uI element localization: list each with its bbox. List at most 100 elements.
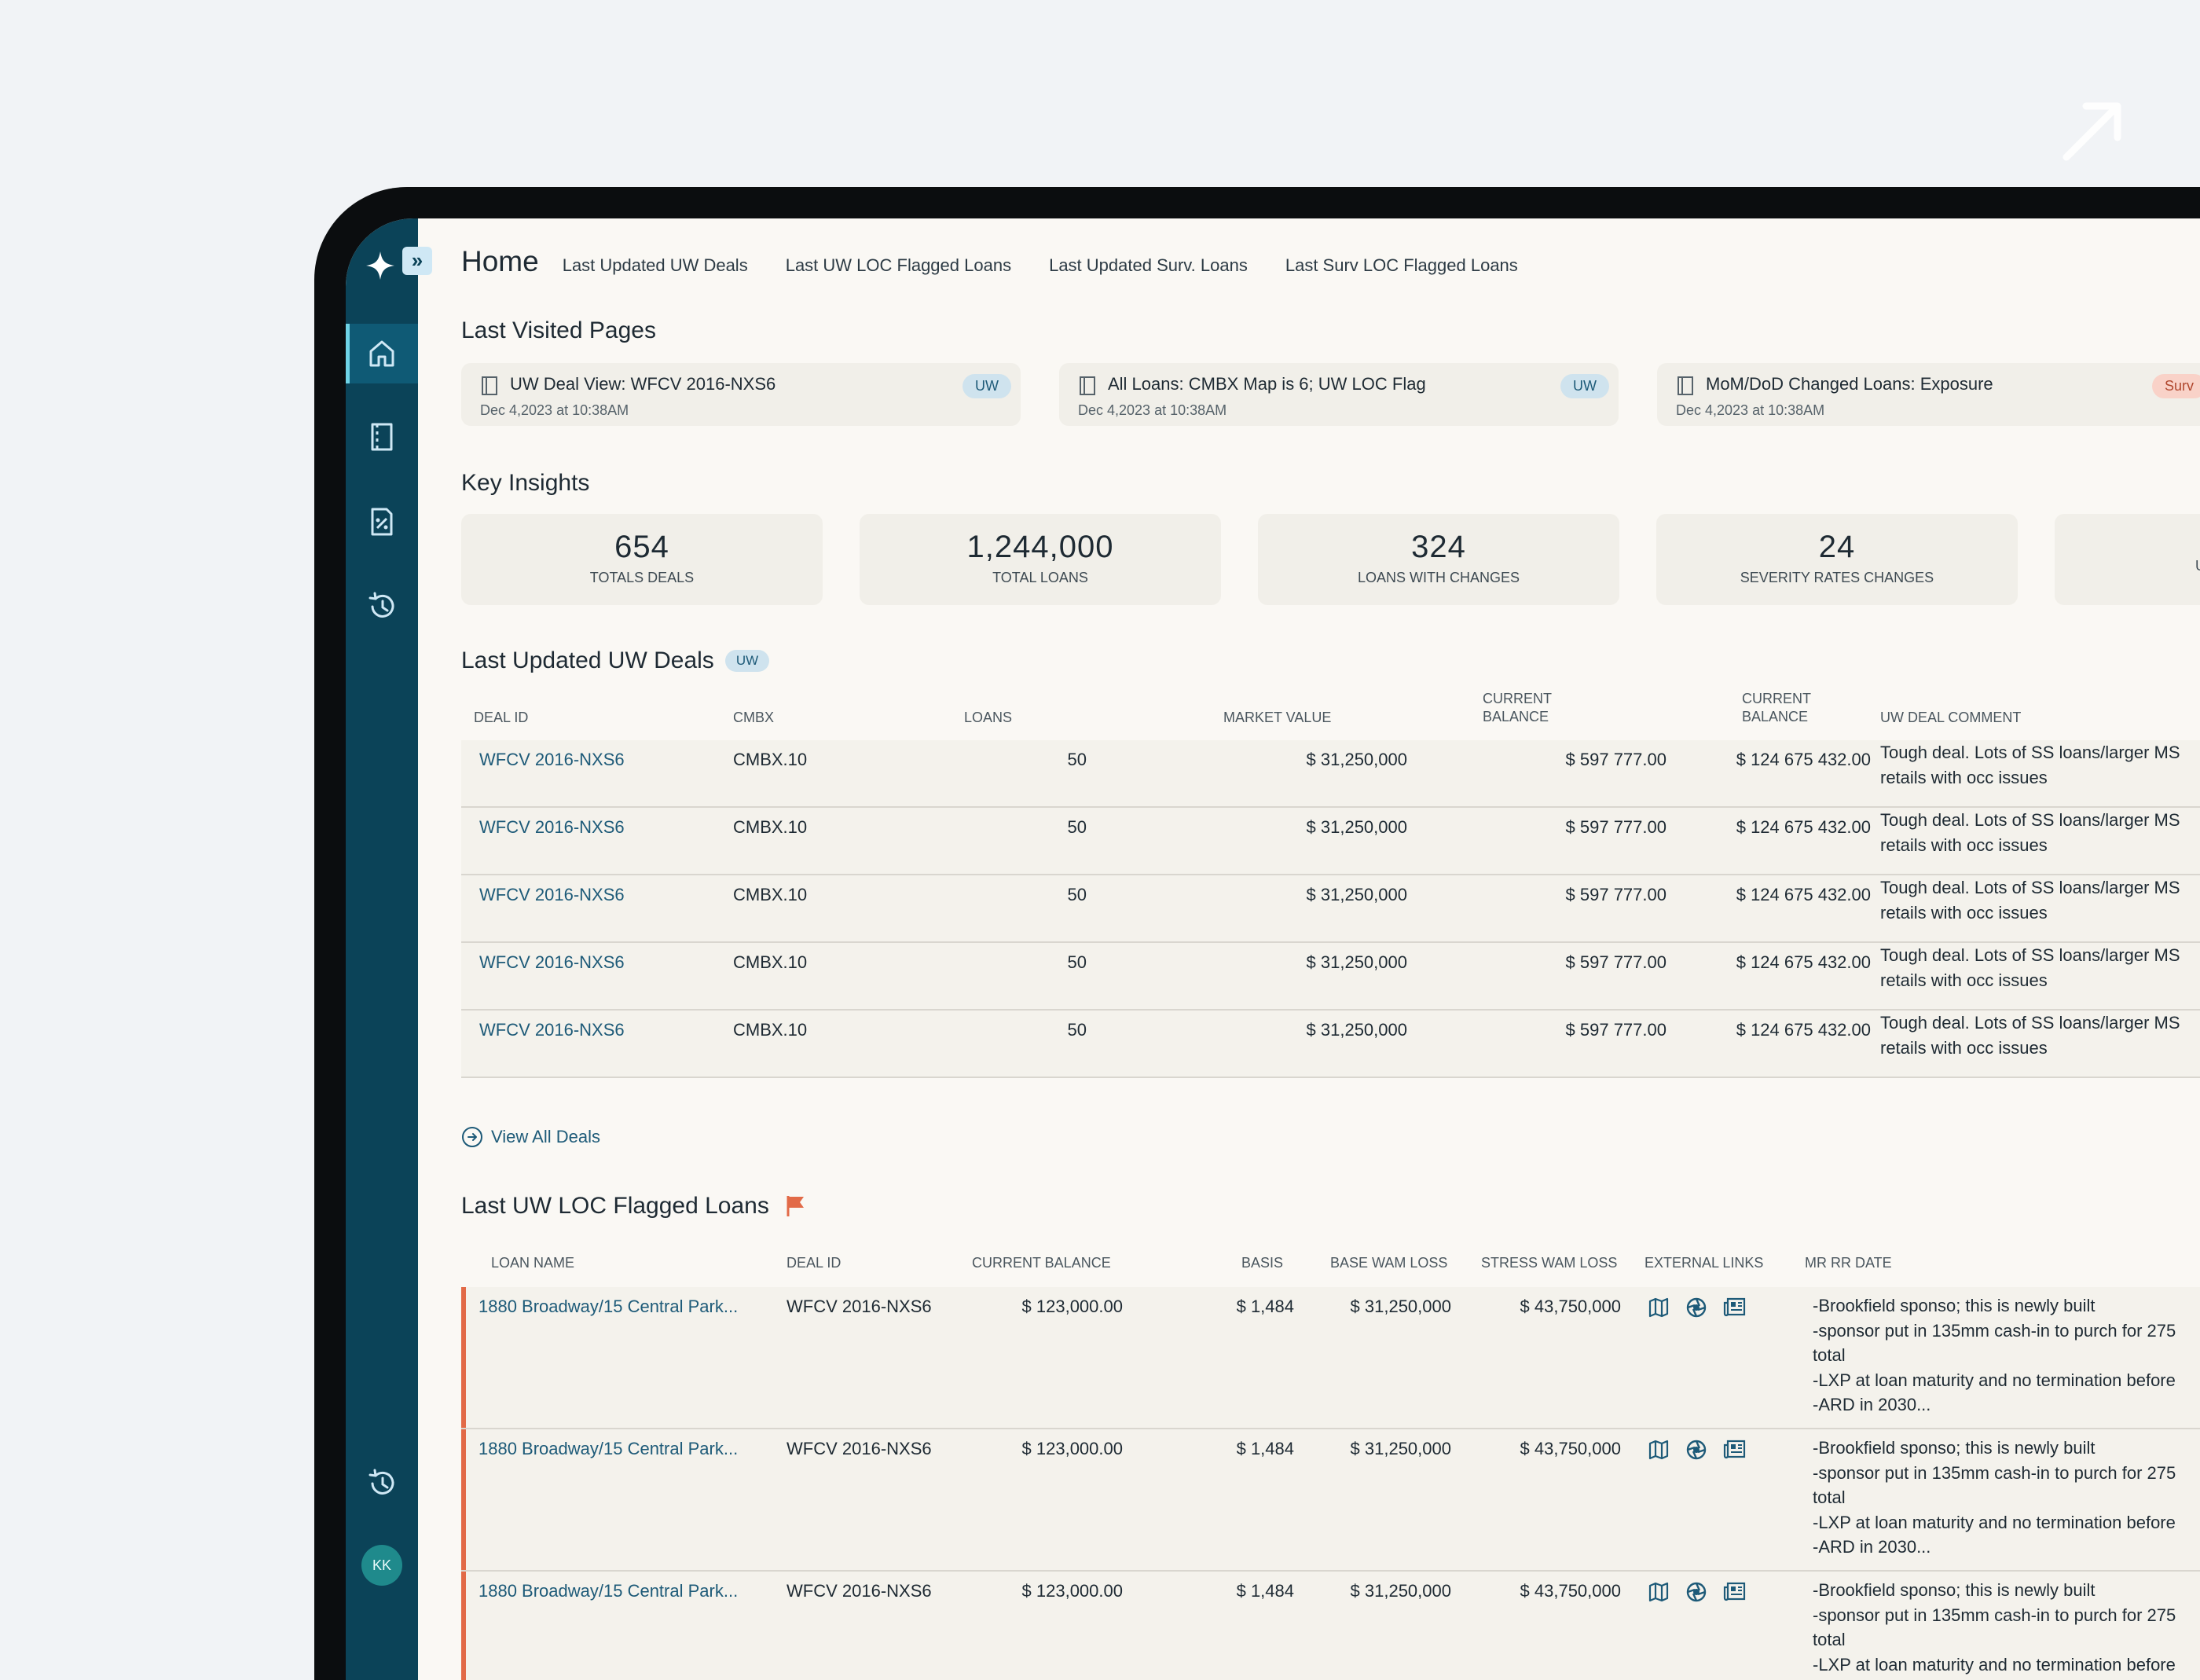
column-header-market-value[interactable]: MARKET VALUE [1223, 710, 1332, 725]
aperture-icon[interactable] [1685, 1297, 1707, 1322]
map-icon[interactable] [1648, 1297, 1670, 1322]
flagged-loan-row[interactable]: 1880 Broadway/15 Central Park... WFCV 201… [461, 1429, 2200, 1572]
insight-card: 24 SEVERITY RATES CHANGES [1656, 514, 2018, 605]
document-icon [371, 423, 393, 451]
news-icon[interactable] [1723, 1297, 1747, 1322]
column-header-deal-id[interactable]: DEAL ID [474, 710, 529, 725]
aperture-icon[interactable] [1685, 1439, 1707, 1465]
visited-page-card[interactable]: MoM/DoD Changed Loans: Exposure Dec 4,20… [1657, 363, 2200, 426]
column-header-loan-name[interactable]: LOAN NAME [491, 1255, 575, 1271]
visited-page-card[interactable]: UW Deal View: WFCV 2016-NXS6 Dec 4,2023 … [461, 363, 1021, 426]
comment-line: retails with occ issues [1880, 903, 2048, 923]
comment-line: Tough deal. Lots of SS loans/larger MS [1880, 1013, 2180, 1033]
app-screen: » [346, 218, 2200, 1680]
column-header-uw-deal-comment[interactable]: UW DEAL COMMENT [1880, 710, 2022, 725]
flagged-loan-row[interactable]: 1880 Broadway/15 Central Park... WFCV 201… [461, 1287, 2200, 1429]
external-links [1648, 1297, 1747, 1322]
deal-id-link[interactable]: WFCV 2016-NXS6 [479, 750, 625, 769]
news-icon[interactable] [1723, 1581, 1747, 1607]
market-value-cell: $ 31,250,000 [1306, 817, 1407, 837]
loan-name-link[interactable]: 1880 Broadway/15 Central Park... [478, 1439, 739, 1458]
table-row[interactable]: WFCV 2016-NXS6 CMBX.10 50 $ 31,250,000 $ 597… [461, 1011, 2200, 1078]
column-header-stress-wam-loss[interactable]: STRESS WAM LOSS [1481, 1255, 1618, 1271]
mr-rr-notes: -Brookfield sponso; this is newly built -… [1813, 1436, 2176, 1560]
tab-last-surv-loc-flagged-loans[interactable]: Last Surv LOC Flagged Loans [1285, 255, 1518, 275]
deal-id-link[interactable]: WFCV 2016-NXS6 [479, 885, 625, 904]
main-content: Home Last Updated UW Deals Last UW LOC F… [461, 218, 2200, 1680]
current-balance-cell: $ 597 777.00 [1565, 1020, 1666, 1040]
expand-sidebar-button[interactable]: » [402, 247, 432, 275]
note-line: -ARD in 2030... [1813, 1537, 1931, 1557]
column-header-current-balance[interactable]: CURRENT BALANCE [1483, 691, 1552, 724]
note-line: -sponsor put in 135mm cash-in to purch f… [1813, 1462, 2176, 1483]
column-header-mr-rr-date[interactable]: MR RR DATE [1805, 1255, 1892, 1271]
tab-last-uw-loc-flagged-loans[interactable]: Last UW LOC Flagged Loans [785, 255, 1012, 275]
sidebar-item-documents[interactable] [346, 407, 418, 467]
tab-last-updated-surv-loans[interactable]: Last Updated Surv. Loans [1049, 255, 1248, 275]
cmbx-cell: CMBX.10 [733, 817, 808, 837]
flag-icon [786, 1196, 804, 1216]
sidebar-item-home[interactable] [346, 324, 418, 383]
map-icon[interactable] [1648, 1439, 1670, 1465]
flagged-loan-row[interactable]: 1880 Broadway/15 Central Park... WFCV 201… [461, 1572, 2200, 1680]
cmbx-cell: CMBX.10 [733, 1020, 808, 1040]
column-header-basis[interactable]: BASIS [1241, 1255, 1284, 1271]
user-avatar[interactable]: KK [361, 1545, 402, 1586]
column-header-cmbx[interactable]: CMBX [733, 710, 775, 725]
table-row[interactable]: WFCV 2016-NXS6 CMBX.10 50 $ 31,250,000 $ 597… [461, 740, 2200, 808]
table-row[interactable]: WFCV 2016-NXS6 CMBX.10 50 $ 31,250,000 $ 597… [461, 808, 2200, 875]
comment-line: retails with occ issues [1880, 768, 2048, 787]
visited-page-title: UW Deal View: WFCV 2016-NXS6 [510, 374, 776, 394]
comment-line: Tough deal. Lots of SS loans/larger MS [1880, 810, 2180, 830]
map-icon[interactable] [1648, 1581, 1670, 1607]
column-header-current-balance-2[interactable]: CURRENT BALANCE [1742, 691, 1811, 724]
table-row[interactable]: WFCV 2016-NXS6 CMBX.10 50 $ 31,250,000 $ 597… [461, 943, 2200, 1011]
note-line: -LXP at loan maturity and no termination… [1813, 1654, 2176, 1674]
uw-deal-comment: Tough deal. Lots of SS loans/larger MS re… [1880, 808, 2180, 858]
stress-wam-loss-cell: $ 43,750,000 [1520, 1439, 1621, 1458]
history-icon [368, 1469, 394, 1495]
column-header-deal-id[interactable]: DEAL ID [786, 1255, 842, 1271]
column-header-current-balance[interactable]: CURRENT BALANCE [972, 1255, 1111, 1271]
view-all-deals-link[interactable]: View All Deals [461, 1126, 600, 1148]
sidebar-item-recent[interactable] [346, 1454, 418, 1513]
visited-page-title: MoM/DoD Changed Loans: Exposure [1706, 374, 1993, 394]
insight-value: 1,244,000 [966, 530, 1114, 564]
note-line: total [1813, 1630, 1846, 1649]
deal-id-link[interactable]: WFCV 2016-NXS6 [479, 817, 625, 837]
column-header-external-links[interactable]: EXTERNAL LINKS [1644, 1255, 1764, 1271]
column-header-loans[interactable]: LOANS [964, 710, 1013, 725]
loans-cell: 50 [1067, 885, 1087, 904]
deal-id-link[interactable]: WFCV 2016-NXS6 [479, 1020, 625, 1040]
note-line: -ARD in 2030... [1813, 1395, 1931, 1414]
view-all-deals-label: View All Deals [491, 1127, 600, 1146]
uw-badge: UW [724, 650, 770, 672]
flag-indicator [461, 1429, 466, 1570]
insight-label: SEVERITY RATES CHANGES [1740, 570, 1934, 585]
uw-deal-comment: Tough deal. Lots of SS loans/larger MS re… [1880, 1011, 2180, 1061]
note-line: -sponsor put in 135mm cash-in to purch f… [1813, 1320, 2176, 1341]
history-icon [368, 592, 394, 618]
market-value-cell: $ 31,250,000 [1306, 1020, 1407, 1040]
deal-id-link[interactable]: WFCV 2016-NXS6 [479, 952, 625, 972]
column-header-base-wam-loss[interactable]: BASE WAM LOSS [1330, 1255, 1448, 1271]
flag-indicator [461, 1572, 466, 1680]
insight-card: 324 LOANS WITH CHANGES [1258, 514, 1619, 605]
uw-badge: UW [1560, 374, 1609, 398]
sidebar-item-rates[interactable] [346, 492, 418, 552]
current-balance-cell: $ 123,000.00 [1021, 1297, 1123, 1316]
mr-rr-notes: -Brookfield sponso; this is newly built -… [1813, 1578, 2176, 1680]
market-value-cell: $ 31,250,000 [1306, 750, 1407, 769]
sidebar-item-history[interactable] [346, 577, 418, 636]
current-balance-2-cell: $ 124 675 432.00 [1736, 750, 1871, 769]
visited-page-card[interactable]: All Loans: CMBX Map is 6; UW LOC Flag De… [1059, 363, 1619, 426]
aperture-icon[interactable] [1685, 1581, 1707, 1607]
table-row[interactable]: WFCV 2016-NXS6 CMBX.10 50 $ 31,250,000 $ 597… [461, 875, 2200, 943]
stress-wam-loss-cell: $ 43,750,000 [1520, 1581, 1621, 1601]
tab-last-updated-uw-deals[interactable]: Last Updated UW Deals [562, 255, 748, 275]
loan-name-link[interactable]: 1880 Broadway/15 Central Park... [478, 1581, 739, 1601]
logo-icon [366, 251, 394, 280]
news-icon[interactable] [1723, 1439, 1747, 1465]
loan-name-link[interactable]: 1880 Broadway/15 Central Park... [478, 1297, 739, 1316]
note-line: -LXP at loan maturity and no termination… [1813, 1512, 2176, 1532]
